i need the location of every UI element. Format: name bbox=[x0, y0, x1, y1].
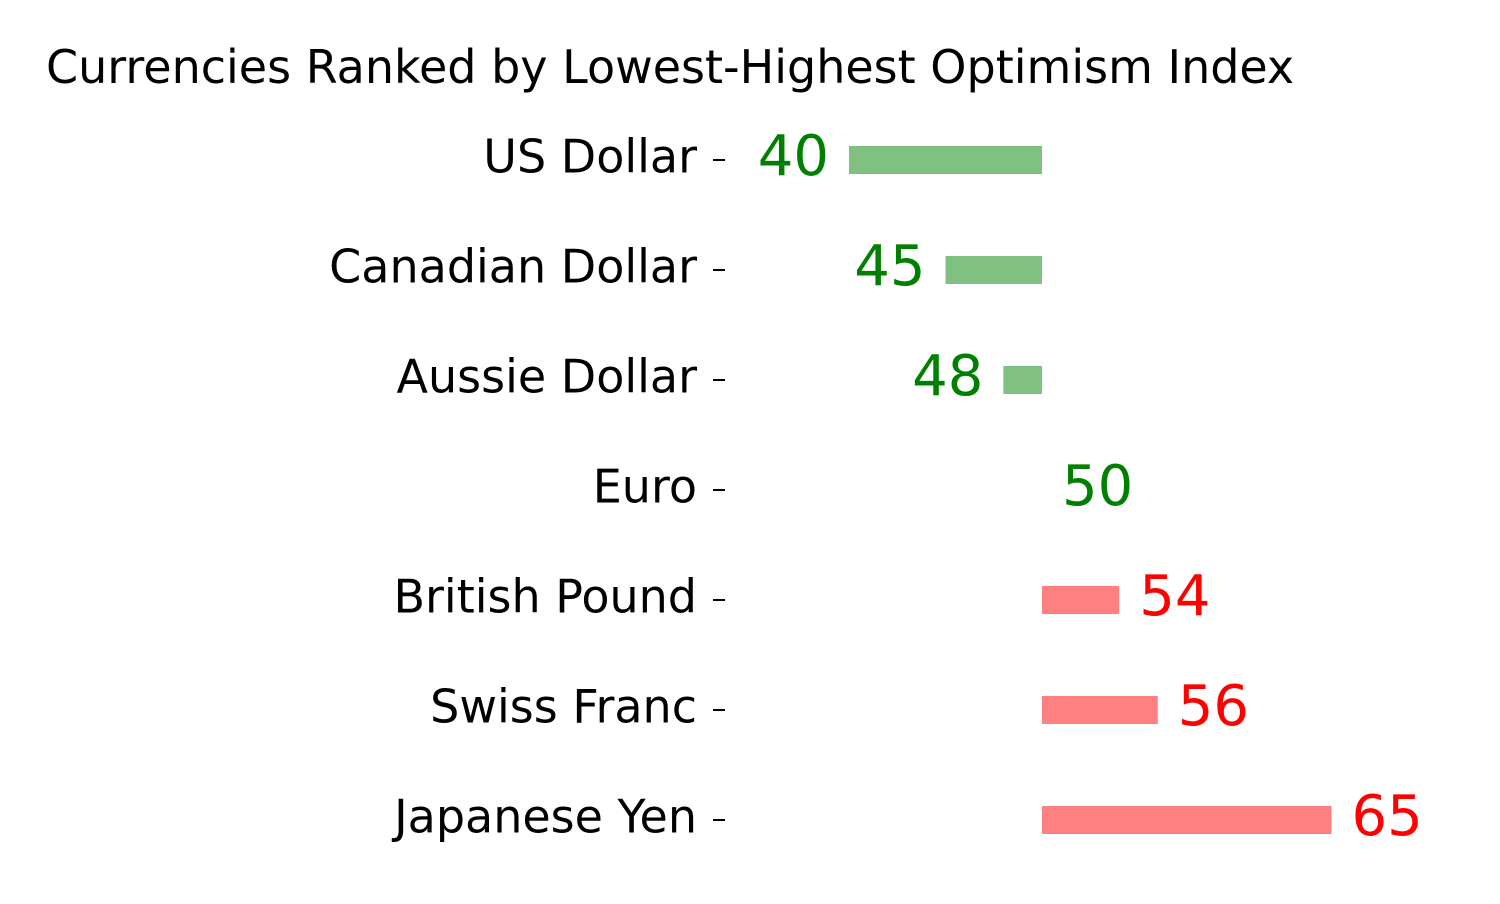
bar-us-dollar bbox=[849, 146, 1042, 174]
y-tick-label-british-pound: British Pound bbox=[393, 570, 697, 624]
y-tick-label-aussie-dollar: Aussie Dollar bbox=[397, 350, 698, 404]
data-label-aussie-dollar: 48 bbox=[912, 344, 983, 409]
data-label-british-pound: 54 bbox=[1139, 564, 1210, 629]
data-label-us-dollar: 40 bbox=[758, 124, 829, 189]
bar-japanese-yen bbox=[1042, 806, 1332, 834]
data-label-japanese-yen: 65 bbox=[1352, 784, 1423, 849]
y-tick-label-euro: Euro bbox=[593, 460, 697, 514]
bar-canadian-dollar bbox=[945, 256, 1042, 284]
y-tick-label-japanese-yen: Japanese Yen bbox=[391, 790, 697, 844]
data-label-euro: 50 bbox=[1062, 454, 1133, 519]
bar-swiss-franc bbox=[1042, 696, 1158, 724]
y-tick-label-swiss-franc: Swiss Franc bbox=[430, 680, 697, 734]
data-label-swiss-franc: 56 bbox=[1178, 674, 1249, 739]
bar-british-pound bbox=[1042, 586, 1120, 614]
y-tick-label-us-dollar: US Dollar bbox=[483, 130, 697, 184]
data-label-canadian-dollar: 45 bbox=[854, 234, 925, 299]
chart-title: Currencies Ranked by Lowest-Highest Opti… bbox=[46, 40, 1295, 94]
y-tick-label-canadian-dollar: Canadian Dollar bbox=[329, 240, 697, 294]
bar-aussie-dollar bbox=[1003, 366, 1042, 394]
